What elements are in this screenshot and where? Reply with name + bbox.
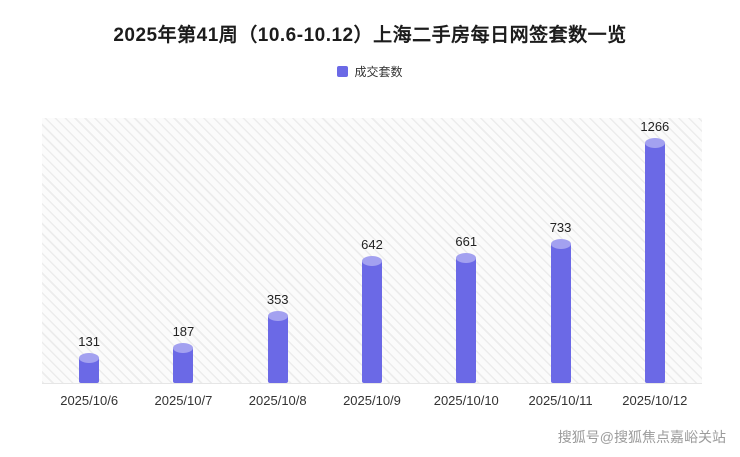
bar-value-label: 187 (172, 324, 195, 339)
bar-value-label: 733 (549, 220, 572, 235)
bar-column: 187 (136, 324, 230, 383)
x-axis-row: 2025/10/6 2025/10/7 2025/10/8 2025/10/9 2025… (42, 393, 702, 408)
bar-column: 733 (513, 220, 607, 383)
bar-column: 353 (231, 292, 325, 383)
bar (79, 353, 100, 383)
x-axis-label: 2025/10/11 (528, 393, 593, 408)
bar-column: 131 (42, 334, 136, 383)
page-title: 2025年第41周（10.6-10.12）上海二手房每日网签套数一览 (113, 25, 627, 46)
bar-value-label: 353 (266, 292, 289, 307)
bar (456, 253, 477, 383)
bar (644, 138, 665, 383)
bar (267, 311, 288, 383)
x-axis-label: 2025/10/9 (343, 393, 401, 408)
watermark: 搜狐号@搜狐焦点嘉峪关站 (557, 429, 726, 445)
bar (361, 256, 382, 383)
bar (173, 343, 194, 383)
legend: 成交套数 (0, 63, 740, 80)
x-axis-label: 2025/10/7 (154, 393, 213, 408)
bar-column: 1266 (608, 119, 702, 383)
bar-column: 661 (419, 234, 513, 383)
bar (550, 239, 571, 383)
bar-value-label: 131 (78, 334, 100, 349)
x-axis-label: 2025/10/6 (60, 393, 119, 408)
x-axis-label: 2025/10/8 (248, 393, 307, 408)
bar-value-label: 642 (361, 237, 383, 252)
x-axis-label: 2025/10/10 (433, 393, 499, 408)
legend-label: 成交套数 (354, 65, 403, 79)
bar-column: 642 (325, 237, 419, 383)
plot-area: 131 187 353 642 661 733 1266 (42, 118, 702, 384)
x-axis-label: 2025/10/12 (622, 393, 688, 408)
bar-chart: 131 187 353 642 661 733 1266 2025/10/6 2025/10/… (42, 118, 702, 408)
bar-value-label: 1266 (640, 119, 670, 134)
bar-value-label: 661 (455, 234, 478, 249)
legend-swatch (337, 66, 349, 77)
